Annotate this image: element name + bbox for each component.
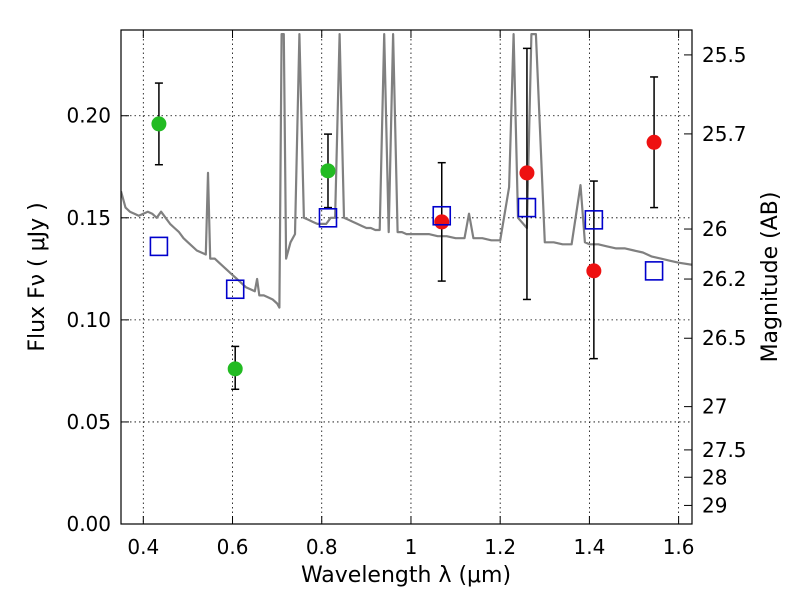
y-axis-label: Flux Fν ( μJy )	[25, 202, 50, 351]
x-tick-label: 1.4	[573, 535, 605, 559]
data-point	[519, 165, 535, 181]
data-point	[646, 134, 662, 150]
spectrum-line	[121, 32, 692, 309]
x-axis-label: Wavelength λ (μm)	[301, 563, 511, 588]
right-tick-label: 25.5	[702, 43, 747, 67]
model-spectrum	[121, 32, 692, 309]
right-tick-label: 26	[702, 217, 727, 241]
model-point	[318, 208, 338, 228]
y-tick-label: 0.20	[66, 104, 111, 128]
model-point	[225, 279, 245, 300]
grid	[121, 30, 692, 525]
right-axis-label: Magnitude (AB)	[758, 192, 783, 363]
x-tick-label: 1.6	[663, 535, 695, 559]
x-tick-label: 0.8	[306, 535, 338, 559]
y-tick-label: 0.05	[66, 410, 111, 434]
x-tick-label: 1	[405, 535, 418, 559]
right-tick-label: 27	[702, 395, 727, 419]
data-point	[320, 163, 336, 179]
right-tick-label: 29	[702, 493, 727, 517]
x-tick-label: 0.4	[127, 535, 159, 559]
y-tick-label: 0.00	[66, 512, 111, 536]
model-point	[149, 236, 169, 257]
data-point	[151, 116, 167, 132]
data-marks	[149, 47, 664, 391]
model-point	[432, 205, 452, 226]
model-point	[584, 210, 604, 230]
plot-frame	[120, 29, 693, 525]
model-point	[644, 261, 664, 281]
y-tick-label: 0.15	[66, 206, 111, 230]
right-tick-label: 27.5	[702, 438, 747, 462]
right-tick-label: 26.2	[702, 267, 747, 291]
right-tick-label: 25.7	[702, 122, 747, 146]
axis-ticks: 0.4 0.6 0.8 1 1.2 1.4 1.6 0.00 0.05 0.10 0.15 0.20 2…	[66, 30, 747, 559]
data-point	[586, 263, 602, 279]
x-tick-label: 0.6	[217, 535, 249, 559]
y-tick-label: 0.10	[66, 308, 111, 332]
x-tick-label: 1.2	[484, 535, 516, 559]
data-point	[227, 361, 243, 377]
data-point	[434, 214, 450, 230]
right-tick-label: 26.5	[702, 326, 747, 350]
right-tick-label: 28	[702, 465, 727, 489]
model-point	[517, 197, 537, 218]
